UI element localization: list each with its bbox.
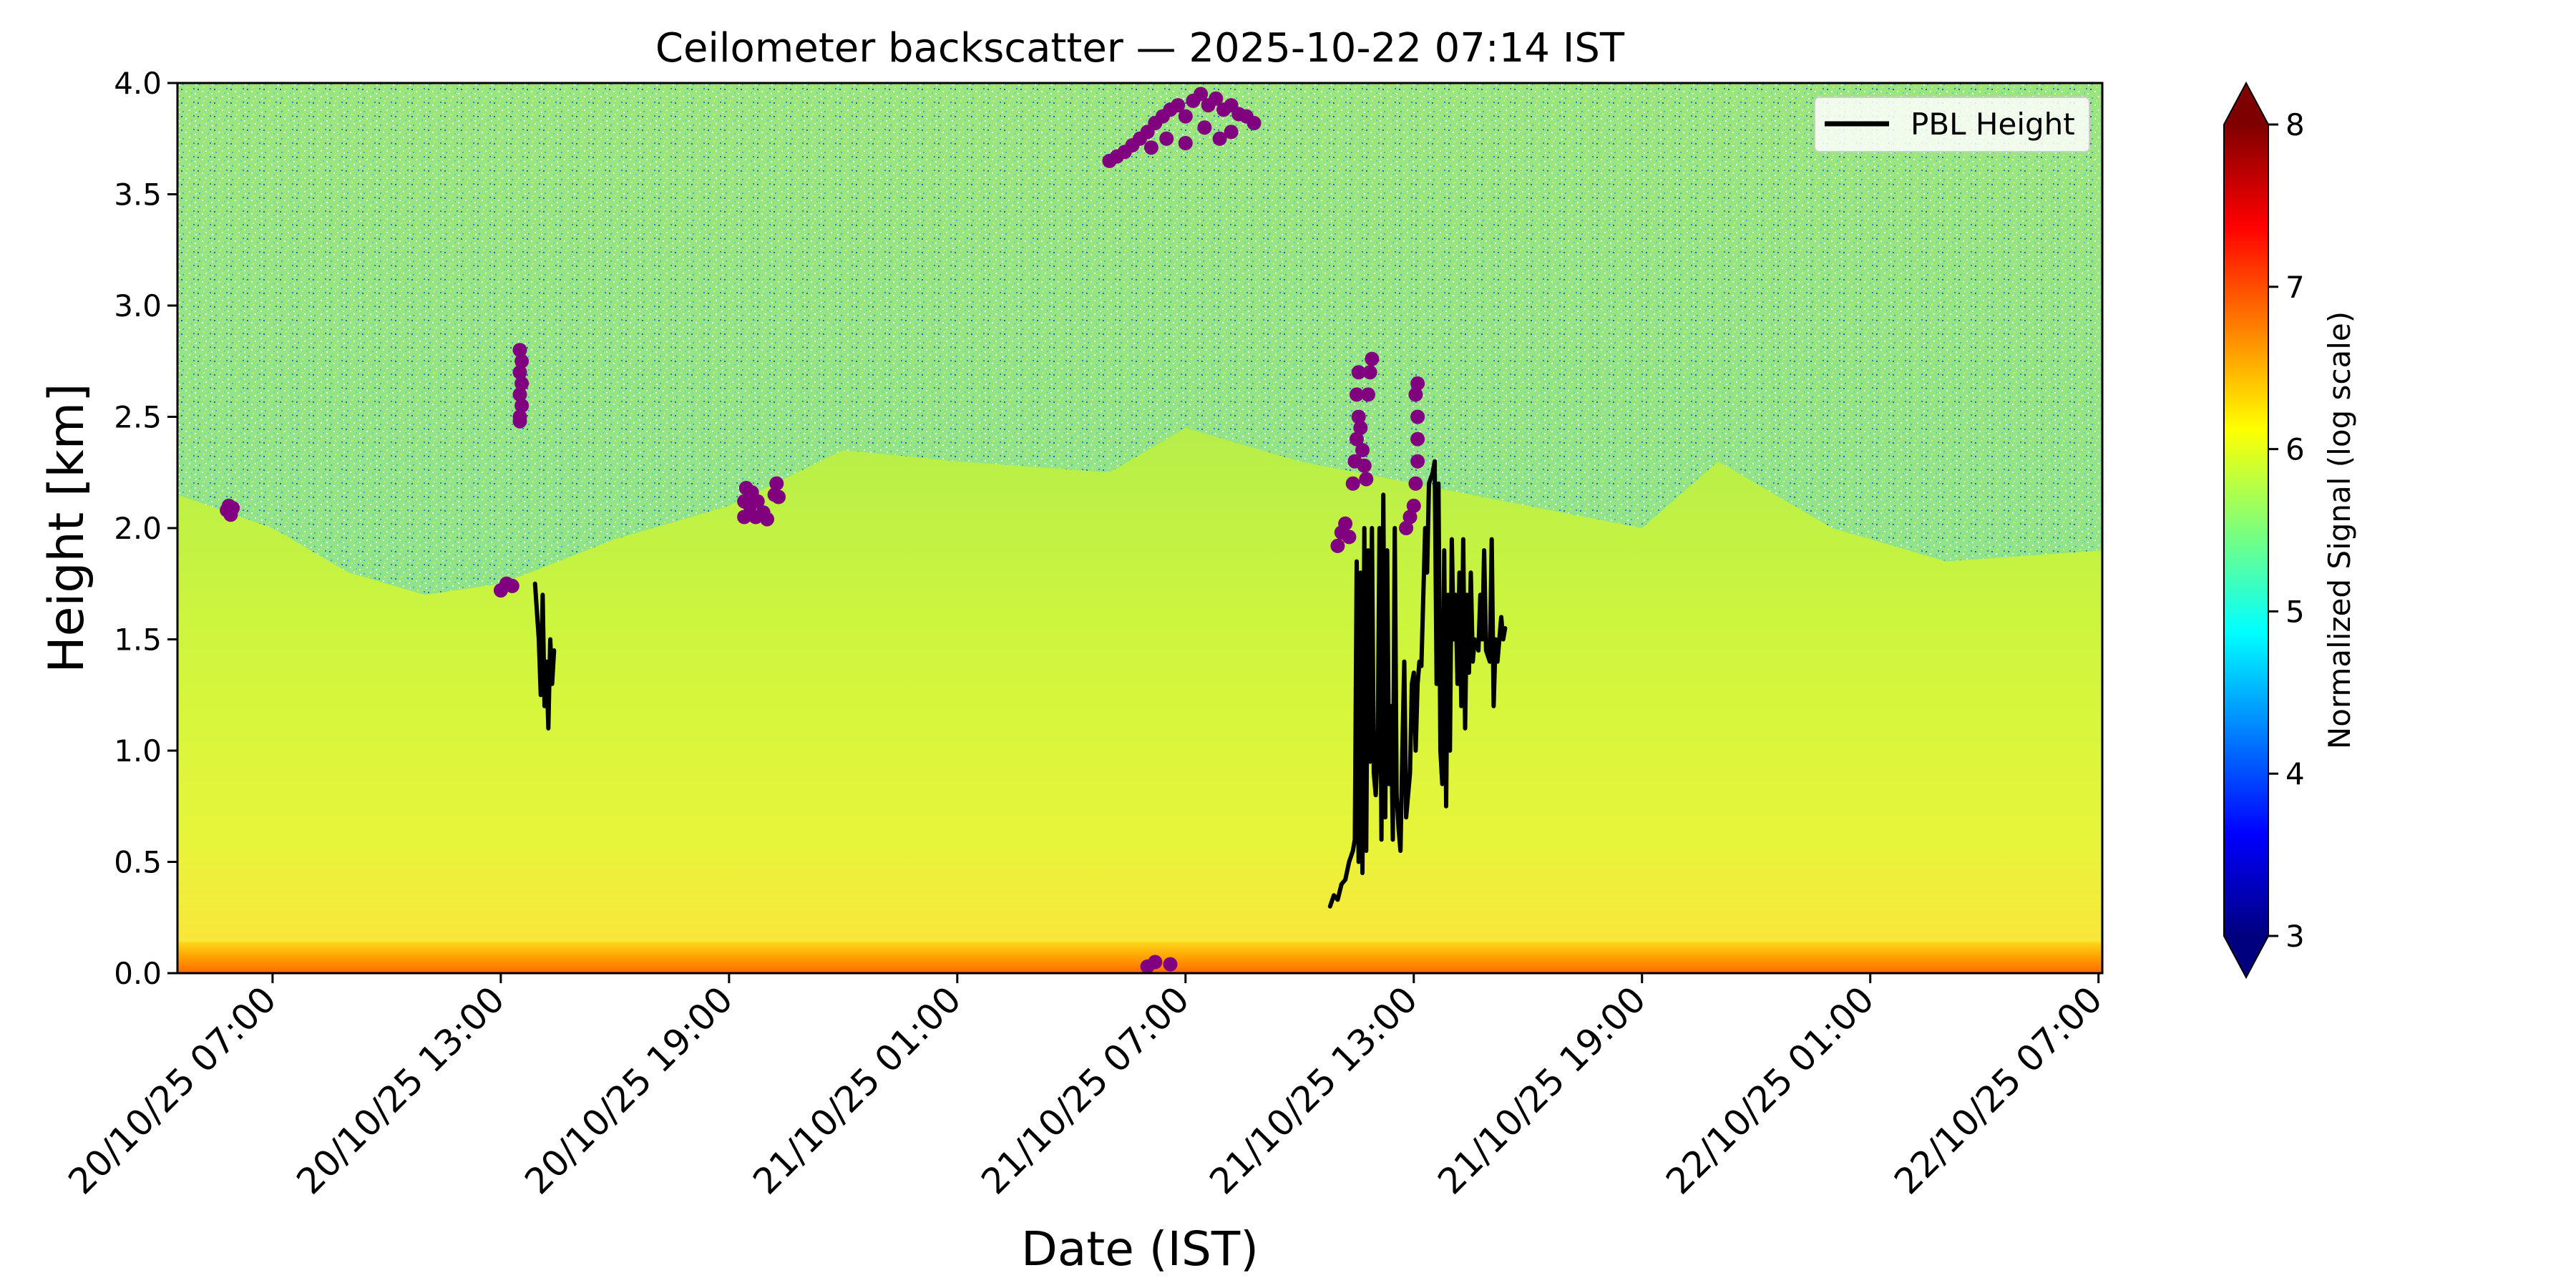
x-tick-label: 20/10/25 07:00	[60, 978, 284, 1202]
cloud-marker	[1350, 387, 1364, 402]
cloud-marker	[512, 365, 527, 380]
cloud-marker	[771, 489, 786, 504]
x-axis-label: Date (IST)	[1021, 1221, 1259, 1277]
cloud-marker	[737, 509, 752, 525]
colorbar-extend-max	[2224, 83, 2268, 125]
legend-label-pbl-height: PBL Height	[1911, 107, 2075, 142]
colorbar-extend-min	[2224, 936, 2268, 977]
cloud-marker	[225, 501, 240, 515]
colorbar-tick-label: 3	[2285, 919, 2305, 954]
cloud-marker	[1350, 431, 1364, 447]
x-tick-label: 21/10/25 01:00	[745, 978, 969, 1202]
cloud-marker	[514, 353, 530, 369]
cloud-marker	[1355, 443, 1370, 458]
y-tick-label: 3.5	[114, 177, 162, 213]
colorbar-tick-label: 4	[2285, 756, 2305, 791]
cloud-marker	[1159, 131, 1174, 146]
x-tick-label: 22/10/25 01:00	[1658, 978, 1882, 1202]
cloud-marker	[1351, 365, 1366, 380]
cloud-marker	[1351, 409, 1366, 424]
cloud-marker	[1171, 98, 1186, 113]
cloud-marker	[1338, 516, 1353, 531]
cloud-marker	[512, 414, 527, 429]
y-tick-label: 1.0	[114, 733, 162, 769]
cloud-marker	[1357, 458, 1372, 473]
cloud-marker	[512, 387, 527, 402]
y-tick-label: 1.5	[114, 623, 162, 658]
cloud-marker	[1246, 116, 1262, 130]
pbl-height-series	[532, 459, 1508, 909]
x-tick-label: 20/10/25 13:00	[288, 978, 512, 1202]
cloud-marker	[1402, 509, 1418, 525]
cloud-marker	[1410, 454, 1425, 469]
cloud-marker	[1330, 538, 1345, 553]
x-tick-label: 22/10/25 07:00	[1886, 978, 2110, 1202]
colorbar-ticks: 3 4 5 6 7 8	[2268, 107, 2305, 954]
y-axis-label: Height [km]	[39, 383, 95, 673]
colorbar: 3 4 5 6 7 8 Normalized Signal (log scale)	[2223, 81, 2357, 980]
cloud-marker	[1359, 472, 1374, 487]
cloud-marker	[1197, 120, 1212, 135]
cloud-marker	[504, 578, 519, 593]
cloud-marker	[1212, 131, 1227, 146]
surface-layer	[177, 942, 2102, 973]
y-tick-label: 2.0	[114, 511, 162, 546]
y-tick-label: 3.0	[114, 288, 162, 323]
cloud-marker	[1410, 431, 1425, 447]
colorbar-tick-label: 5	[2285, 594, 2305, 629]
cloud-marker	[1345, 476, 1360, 491]
cloud-marker	[1406, 498, 1421, 513]
pbl-height-line	[1327, 459, 1508, 909]
y-tick-label: 4.0	[114, 66, 162, 101]
x-tick-label: 21/10/25 13:00	[1201, 978, 1425, 1202]
cloud-marker	[1362, 365, 1377, 380]
legend: PBL Height	[1814, 97, 2090, 152]
cloud-marker	[1361, 387, 1375, 402]
colorbar-label: Normalized Signal (log scale)	[2322, 311, 2357, 749]
cloud-marker	[1178, 109, 1193, 124]
x-axis: 20/10/25 07:00 20/10/25 13:00 20/10/25 19:…	[60, 973, 2110, 1202]
y-tick-label: 0.0	[114, 956, 162, 991]
x-tick-label: 21/10/25 19:00	[1430, 978, 1654, 1202]
cloud-marker	[512, 343, 527, 358]
cloud-marker	[1399, 521, 1414, 535]
cloud-marker	[1410, 409, 1425, 424]
cloud-marker	[760, 512, 774, 527]
colorbar-tick-label: 7	[2285, 270, 2305, 305]
cloud-marker	[1410, 376, 1425, 391]
x-tick-label: 20/10/25 19:00	[517, 978, 741, 1202]
cloud-marker	[1148, 955, 1163, 970]
cloud-marker	[1209, 91, 1224, 106]
x-tick-label: 21/10/25 07:00	[973, 978, 1197, 1202]
y-tick-label: 2.5	[114, 400, 162, 435]
cloud-marker	[514, 399, 530, 413]
cloud-marker	[1224, 125, 1239, 140]
cloud-marker-series	[220, 87, 1425, 973]
cloud-marker	[750, 494, 765, 509]
cloud-marker	[1353, 421, 1368, 435]
cloud-marker	[1342, 530, 1357, 545]
colorbar-tick-label: 8	[2285, 107, 2305, 142]
plot-area	[177, 83, 2102, 973]
chart-title: Ceilometer backscatter — 2025-10-22 07:1…	[655, 25, 1625, 72]
cloud-marker	[1178, 136, 1193, 150]
y-tick-label: 0.5	[114, 845, 162, 880]
boundary-layer-field	[177, 428, 2102, 973]
cloud-marker	[1408, 387, 1423, 402]
cloud-marker	[1408, 476, 1423, 491]
legend-box	[1814, 97, 2090, 152]
cloud-marker	[769, 476, 784, 491]
cloud-marker	[1365, 351, 1380, 366]
cloud-marker	[514, 376, 530, 391]
cloud-marker	[1163, 957, 1178, 972]
colorbar-gradient	[2224, 125, 2268, 936]
colorbar-tick-label: 6	[2285, 432, 2305, 467]
y-axis: 0.0 0.5 1.0 1.5 2.0 2.5 3.0 3.5 4.0	[114, 66, 177, 991]
cloud-marker	[1143, 140, 1158, 155]
pbl-height-line	[532, 581, 557, 731]
cloud-marker	[1194, 87, 1209, 102]
